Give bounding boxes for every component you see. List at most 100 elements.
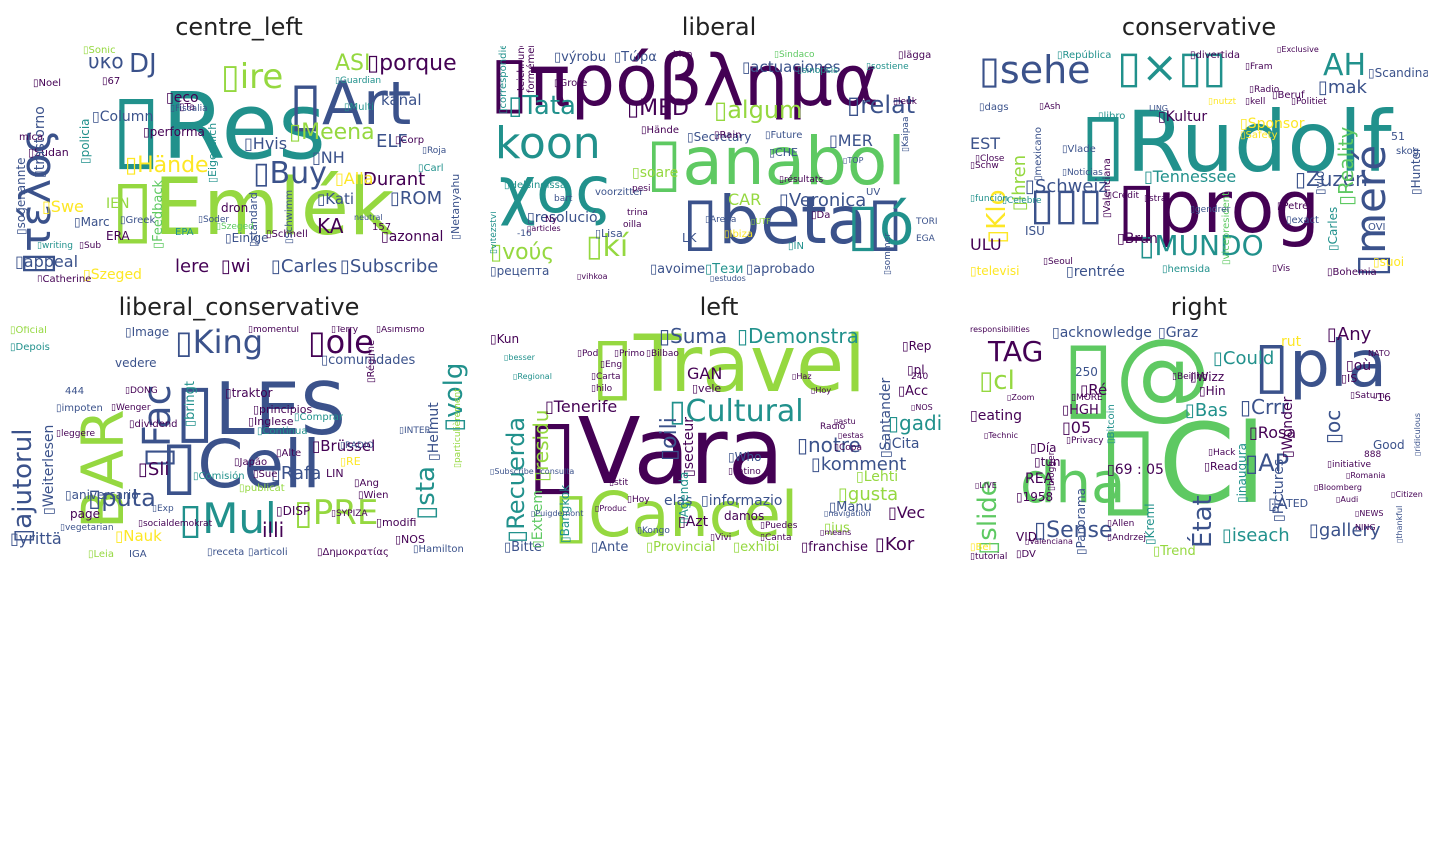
cloud-word: Good xyxy=(1373,438,1405,452)
cloud-word: ▯RADIO xyxy=(340,441,374,451)
cloud-word: ▯notre xyxy=(797,433,861,457)
cloud-word: ▯sta xyxy=(411,466,441,520)
cloud-word: ▯Puedes xyxy=(760,521,798,531)
cloud-word: ▯MED xyxy=(627,96,689,121)
cloud-word: ▯Emlék xyxy=(111,163,395,253)
cloud-word: ▯acknowledge xyxy=(1052,326,1152,341)
cloud-word: ▯Continua xyxy=(257,426,308,437)
cloud-word: ▯writing xyxy=(37,241,73,251)
cloud-word: ELF xyxy=(376,131,408,152)
cloud-word: ▯Column xyxy=(92,109,154,125)
cloud-word: ▯wi xyxy=(221,256,251,277)
word-cloud: ▯πρόβλημα ▯anabol χος ▯beta▯ koon ▯ό ▯Tata ▯MED… xyxy=(490,46,948,282)
word-cloud: ▯Cl ▯@ ▯pla dha ▯slide TAG ▯cl État ▯Sense ▯iseac… xyxy=(970,326,1428,562)
cloud-word: ▯sehe xyxy=(979,48,1091,92)
cloud-word: ▯puta xyxy=(88,484,156,512)
cloud-word: ▯aniversario xyxy=(65,488,139,502)
cloud-word: IEN xyxy=(106,196,130,212)
cloud-word: ▯NOS xyxy=(911,403,933,412)
cloud-word: ▯Asimismo xyxy=(376,326,425,335)
cloud-word: ▯Szeged xyxy=(216,222,254,232)
cloud-word: ▯Reality xyxy=(1334,126,1358,206)
cloud-word: koon xyxy=(495,118,601,169)
cloud-word: ▯Arena xyxy=(705,215,737,225)
cloud-word: ▯Terry xyxy=(331,326,359,335)
cloud-word: ▯jus xyxy=(824,521,850,536)
cloud-word: trina xyxy=(627,208,648,218)
cloud-word: ▯Lisa xyxy=(595,227,623,240)
cloud-word: ▯Sponsor xyxy=(1240,116,1305,132)
cloud-word: ▯besser xyxy=(504,353,535,362)
cloud-word: ▯Tώρα xyxy=(614,50,657,65)
cloud-word: ▯Swe xyxy=(42,197,84,216)
cloud-word: ▯IN xyxy=(788,241,804,252)
cloud-word: VID xyxy=(1016,530,1037,544)
cloud-word: ▯Cita xyxy=(884,436,920,452)
cloud-word: ▯Sli xyxy=(138,459,170,480)
cloud-word: illi xyxy=(262,518,285,542)
cloud-word: ▯blogger xyxy=(1047,451,1057,491)
cloud-word: ▯exact xyxy=(1286,215,1319,226)
cloud-word: ▯exhibi xyxy=(733,540,780,555)
cloud-word: ERA xyxy=(106,229,130,243)
cloud-word: ▯dividend xyxy=(129,419,178,430)
cloud-word: -16 xyxy=(1373,391,1391,404)
cloud-word: ▯Exp xyxy=(152,504,174,514)
cloud-word: ▯Cl xyxy=(1098,400,1266,528)
cloud-word: ▯MORE xyxy=(1071,393,1103,403)
cloud-word: bart xyxy=(554,194,573,204)
cloud-word: blon xyxy=(673,50,693,60)
cloud-word: ▯LES xyxy=(175,367,346,451)
cloud-word: ▯particulièrement xyxy=(453,388,463,468)
cloud-word: page xyxy=(70,507,100,521)
cloud-word: ▯Szeged xyxy=(83,267,142,282)
cloud-word: ▯CHE xyxy=(769,146,798,159)
cloud-word: oilla xyxy=(623,220,642,230)
cloud-word: ▯Eigentlich xyxy=(206,122,219,183)
cloud-word: ▯Rain xyxy=(714,130,742,141)
cloud-word: elas xyxy=(664,493,693,509)
cloud-word: ▯algum xyxy=(714,96,803,124)
cloud-word: ▯komment xyxy=(811,454,907,475)
cloud-word: ▯NH xyxy=(312,148,345,167)
cloud-word: ▯sinopsis xyxy=(797,66,838,76)
cloud-word: υκο xyxy=(88,49,124,73)
cloud-word: ▯porque xyxy=(367,51,457,76)
cloud-word: ▯momentul xyxy=(248,326,299,335)
cloud-word: ▯Demonstra xyxy=(737,326,859,348)
cloud-word: ▯Regional xyxy=(513,372,552,381)
cloud-word: ▯DV xyxy=(1016,549,1036,560)
cloud-word: ▯67 xyxy=(102,76,121,87)
cloud-word: EPA xyxy=(175,227,194,238)
cloud-word: ▯yrittä xyxy=(10,529,62,548)
cloud-word: ▯estas xyxy=(838,431,864,440)
cloud-word: ▯Tata xyxy=(508,91,576,121)
word-cloud: ▯Rudolf ▯prog ▯×▯▯ ▯▯▯ ▯sehe ▯MUNDO ▯meré AH ▯Kl… xyxy=(970,46,1428,282)
cloud-word: ▯principios xyxy=(253,403,313,416)
cloud-word: ▯Hack xyxy=(1208,448,1236,458)
cloud-word: ▯Brun xyxy=(1117,231,1158,247)
cloud-word: ▯publicat xyxy=(239,483,285,494)
cloud-word: ▯Carles xyxy=(1326,206,1340,251)
cloud-word: ▯Exclusive xyxy=(1277,46,1319,54)
cloud-word: REA xyxy=(1025,471,1054,487)
cloud-word: ▯tutorial xyxy=(970,552,1008,562)
cloud-word: NATO xyxy=(1368,349,1391,358)
cloud-word: ▯TOP xyxy=(843,156,864,165)
cloud-word: ▯Ante xyxy=(591,540,629,555)
cloud-word: ▯sommer xyxy=(883,233,893,275)
cloud-word: ▯Valenciana xyxy=(1025,537,1073,546)
cloud-word: ▯kell xyxy=(1245,97,1266,107)
cloud-word: ▯mexicano xyxy=(1033,127,1044,181)
cloud-word: LING xyxy=(1149,104,1168,113)
cloud-word: ▯oili xyxy=(657,417,682,461)
cloud-word: ▯Roja xyxy=(422,146,447,156)
cloud-word: UV xyxy=(866,187,881,198)
cloud-word: ▯Subscribe xyxy=(490,467,534,476)
cloud-word: ▯Sue xyxy=(253,469,278,480)
cloud-word: ▯Noel xyxy=(33,78,62,89)
cloud-word: ▯Hamilton xyxy=(413,544,464,555)
cloud-word: TED xyxy=(1286,497,1309,510)
cloud-word: ▯Citizen xyxy=(1391,490,1423,499)
cloud-word: TAG xyxy=(988,335,1044,368)
